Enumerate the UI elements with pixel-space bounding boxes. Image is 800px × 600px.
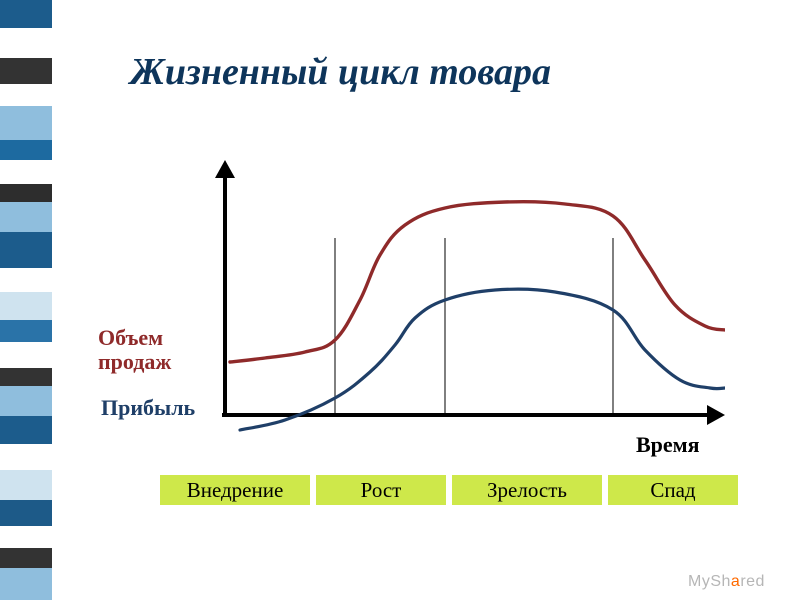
sidebar-stripe [0,106,52,140]
sidebar-stripe [0,500,52,526]
sidebar-stripe [0,0,52,28]
lifecycle-chart [205,160,725,450]
profit-curve [240,289,725,430]
sidebar-stripe [0,140,52,160]
sales-axis-label: Объемпродаж [98,326,208,374]
time-axis-label: Время [636,432,700,458]
sidebar-stripe [0,292,52,320]
stage-0: Внедрение [160,475,310,505]
sidebar-stripe [0,444,52,470]
watermark-part2: Shared [710,573,765,590]
watermark-part1: My [688,573,710,590]
sales-axis-text-line2: продаж [98,350,208,374]
sidebar-stripe [0,160,52,184]
sales-curve [230,202,725,362]
sidebar-stripe [0,84,52,106]
sidebar-stripe [0,416,52,444]
decorative-sidebar [0,0,52,600]
sidebar-stripe [0,28,52,58]
stage-2: Зрелость [452,475,602,505]
sidebar-stripe [0,548,52,568]
page-title: Жизненный цикл товара [130,50,551,94]
sidebar-stripe [0,184,52,202]
sidebar-stripe [0,232,52,268]
sidebar-stripe [0,386,52,416]
sidebar-stripe [0,526,52,548]
sidebar-stripe [0,320,52,342]
profit-axis-label: Прибыль [101,395,195,421]
sidebar-stripe [0,470,52,500]
sidebar-stripe [0,202,52,232]
sidebar-stripe [0,368,52,386]
sidebar-stripe [0,568,52,600]
sidebar-stripe [0,342,52,368]
sidebar-stripe [0,58,52,84]
sidebar-stripe [0,268,52,292]
watermark: MyShared [688,573,765,591]
sales-axis-text-line1: Объем [98,326,208,350]
lifecycle-stages-row: ВнедрениеРостЗрелостьСпад [160,475,744,505]
stage-1: Рост [316,475,446,505]
stage-3: Спад [608,475,738,505]
